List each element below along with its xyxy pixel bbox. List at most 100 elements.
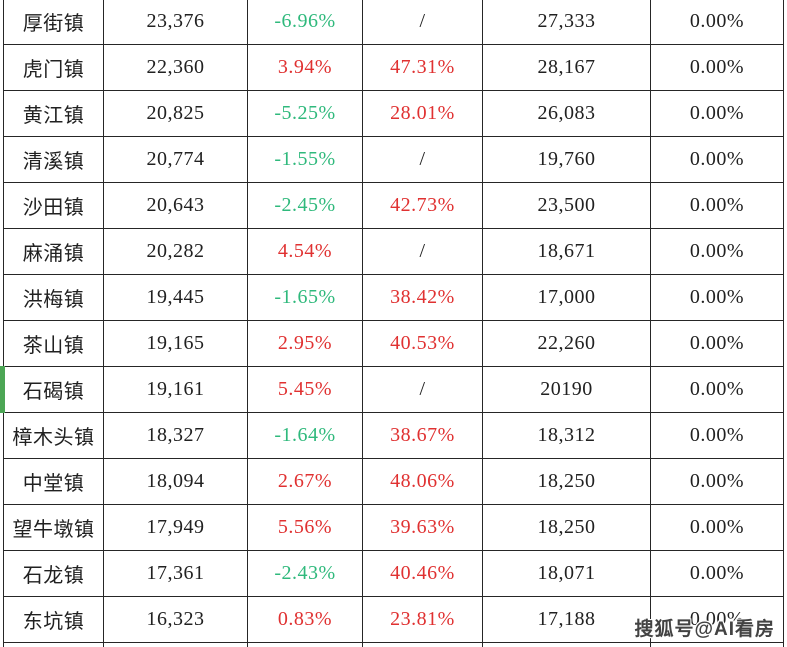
table-cell: 望牛墩镇 [3, 504, 104, 551]
table-cell: 18,071 [482, 550, 651, 597]
table-cell: 18,250 [482, 504, 651, 551]
table-row: 清溪镇 20,774 -1.55%/19,760 0.00% [3, 136, 784, 183]
table-cell: 0.00% [650, 504, 784, 551]
table-cell: 17,188 [482, 596, 651, 643]
table-cell: 16,323 [103, 596, 248, 643]
table-cell: -1.65% [247, 274, 363, 321]
table-cell: 18,327 [103, 412, 248, 459]
table-cell: 19,445 [103, 274, 248, 321]
table-cell: 38.42% [362, 274, 483, 321]
table-cell: 48.06% [362, 458, 483, 505]
table-cell: -2.45% [247, 182, 363, 229]
table-row: 茶山镇 19,165 2.95% 40.53% 22,260 0.00% [3, 320, 784, 367]
table-cell: 东坑镇 [3, 596, 104, 643]
table-cell: 5.56% [247, 504, 363, 551]
table-cell: 28.01% [362, 90, 483, 137]
table-row: 石龙镇 17,361 -2.43% 40.46% 18,071 0.00% [3, 550, 784, 597]
table-cell: 38.67% [362, 412, 483, 459]
table-cell: 23,376 [103, 0, 248, 45]
table-cell: 40.46% [362, 550, 483, 597]
table-cell: 23.81% [362, 596, 483, 643]
table-cell: -6.96% [247, 0, 363, 45]
table-cell: 0.00% [650, 412, 784, 459]
table-cell: -1.64% [247, 412, 363, 459]
table-cell: 47.31% [362, 44, 483, 91]
table-cell: 0.00% [650, 320, 784, 367]
table-cell: 0.00% [650, 182, 784, 229]
table-cell: 23,500 [482, 182, 651, 229]
table-cell: 17,000 [482, 274, 651, 321]
table-cell: 18,312 [482, 412, 651, 459]
table-cell: 2.67% [247, 458, 363, 505]
table-cell: -1.55% [247, 136, 363, 183]
table-row: 望牛墩镇 17,949 5.56% 39.63% 18,250 0.00% [3, 504, 784, 551]
table-cell: 18,094 [103, 458, 248, 505]
table-cell: 19,161 [103, 366, 248, 413]
table-cell [103, 642, 248, 647]
table-row: 樟木头镇 18,327 -1.64% 38.67% 18,312 0.00% [3, 412, 784, 459]
table-cell [362, 642, 483, 647]
table-cell: 22,260 [482, 320, 651, 367]
table-cell: 17,361 [103, 550, 248, 597]
table-cell: 39.63% [362, 504, 483, 551]
table-row: 黄江镇 20,825 -5.25% 28.01% 26,083 0.00% [3, 90, 784, 137]
table-cell: 20,774 [103, 136, 248, 183]
table-cell: / [362, 366, 483, 413]
watermark: 搜狐号@AI看房 [634, 619, 775, 640]
table-cell: / [362, 0, 483, 45]
table-cell: 0.00% [650, 228, 784, 275]
table-cell: 0.00% [650, 596, 784, 643]
table-cell: 洪梅镇 [3, 274, 104, 321]
table-row: 麻涌镇 20,282 4.54%/18,671 0.00% [3, 228, 784, 275]
table-cell: 厚街镇 [3, 0, 104, 45]
table-cell: 石碣镇 [3, 366, 104, 413]
table-cell: 19,760 [482, 136, 651, 183]
table-row: 石碣镇 19,161 5.45%/20190 0.00% [3, 366, 784, 413]
table-row: 洪梅镇 19,445 -1.65% 38.42% 17,000 0.00% [3, 274, 784, 321]
table-cell: 20,282 [103, 228, 248, 275]
table-cell [3, 642, 104, 647]
table-row: 厚街镇 23,376 -6.96%/27,333 0.00% [3, 0, 784, 45]
table-cell: 19,165 [103, 320, 248, 367]
table-cell: 0.00% [650, 0, 784, 45]
table-cell: 樟木头镇 [3, 412, 104, 459]
table-cell: 石龙镇 [3, 550, 104, 597]
table-cell: 5.45% [247, 366, 363, 413]
table-cell: 20,825 [103, 90, 248, 137]
table-cell: 18,250 [482, 458, 651, 505]
table-cell: 茶山镇 [3, 320, 104, 367]
table-cell: 黄江镇 [3, 90, 104, 137]
table-cell: 麻涌镇 [3, 228, 104, 275]
table-cell: 清溪镇 [3, 136, 104, 183]
table-cell: 20190 [482, 366, 651, 413]
table-row: 虎门镇 22,360 3.94% 47.31% 28,167 0.00% [3, 44, 784, 91]
table-cell: 17,949 [103, 504, 248, 551]
table-cell [247, 642, 363, 647]
table-cell: / [362, 228, 483, 275]
table-cell: / [362, 136, 483, 183]
table-cell: 4.54% [247, 228, 363, 275]
table-cell: 20,643 [103, 182, 248, 229]
table-cell: -2.43% [247, 550, 363, 597]
table-cell: 0.00% [650, 90, 784, 137]
table-cell: 3.94% [247, 44, 363, 91]
table-body: 厚街镇 23,376 -6.96%/27,333 0.00% 虎门镇 22,360 3.94… [3, 0, 784, 647]
table-cell [482, 642, 651, 647]
table-cell: 0.00% [650, 44, 784, 91]
table-cell: 26,083 [482, 90, 651, 137]
table-cell [650, 642, 784, 647]
table-cell: 0.83% [247, 596, 363, 643]
table-row: 沙田镇 20,643 -2.45% 42.73% 23,500 0.00% [3, 182, 784, 229]
table-cell: 沙田镇 [3, 182, 104, 229]
table-cell: 0.00% [650, 458, 784, 505]
table-cell: 中堂镇 [3, 458, 104, 505]
table-cell: 27,333 [482, 0, 651, 45]
table-cell: -5.25% [247, 90, 363, 137]
table-cell: 42.73% [362, 182, 483, 229]
table-cell: 22,360 [103, 44, 248, 91]
table-row-partial [3, 642, 784, 647]
table-cell: 0.00% [650, 136, 784, 183]
table-cell: 0.00% [650, 366, 784, 413]
table-cell: 0.00% [650, 550, 784, 597]
